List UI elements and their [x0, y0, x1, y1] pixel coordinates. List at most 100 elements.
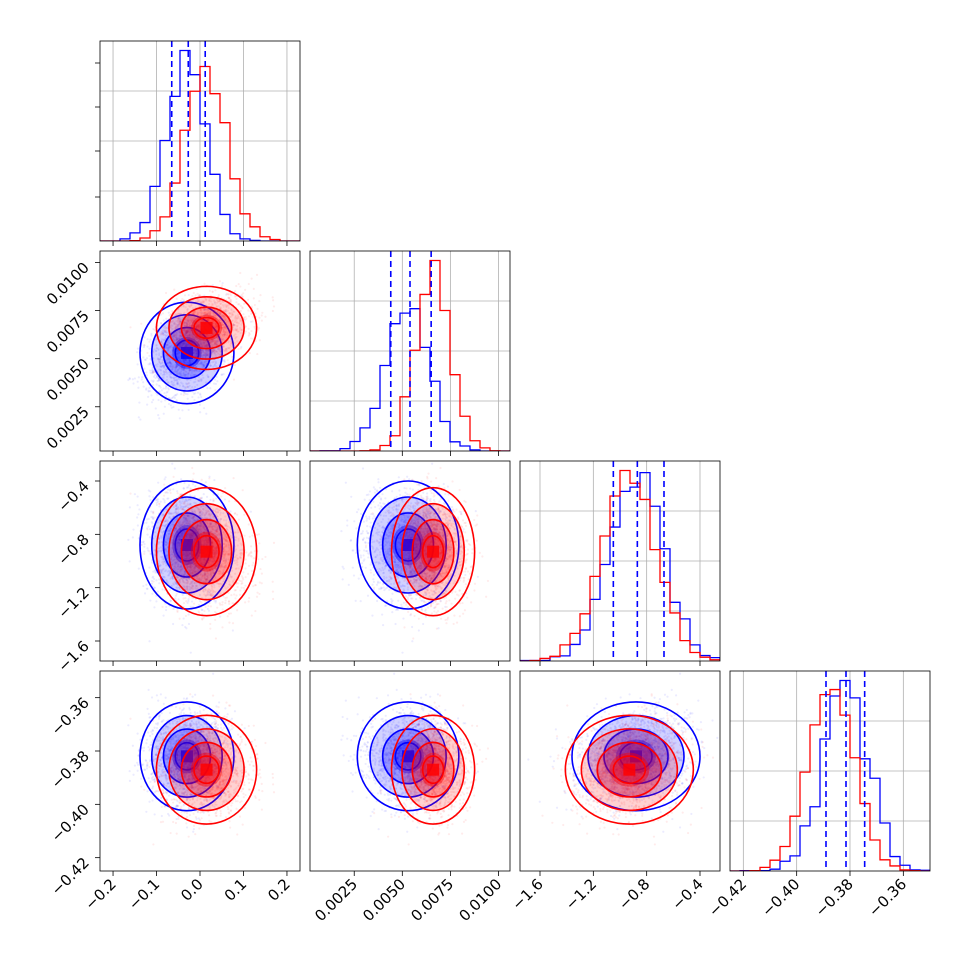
scatter-point: [180, 344, 184, 347]
scatter-point: [255, 273, 259, 276]
scatter-point: [207, 318, 210, 322]
scatter-point: [202, 338, 205, 341]
scatter-point: [271, 296, 274, 299]
scatter-point: [211, 304, 214, 307]
scatter-point: [155, 349, 158, 352]
scatter-point: [165, 331, 168, 334]
scatter-point: [158, 390, 161, 393]
scatter-point: [174, 370, 177, 373]
scatter-point: [200, 342, 203, 345]
scatter-point: [181, 409, 184, 412]
scatter-point: [173, 339, 176, 342]
scatter-point: [157, 414, 160, 417]
scatter-point: [170, 406, 173, 409]
scatter-point: [169, 404, 172, 407]
scatter-point: [221, 338, 224, 341]
scatter-point: [137, 416, 140, 419]
scatter-point: [179, 370, 183, 373]
scatter-point: [155, 600, 158, 603]
scatter-point: [191, 483, 195, 486]
scatter-point: [200, 334, 203, 337]
scatter-point: [160, 331, 163, 334]
scatter-point: [235, 321, 238, 324]
scatter-point: [198, 299, 201, 302]
scatter-point: [220, 300, 224, 303]
scatter-point: [189, 329, 192, 333]
scatter-point: [185, 324, 188, 328]
scatter-point: [210, 343, 213, 346]
scatter-point: [200, 301, 203, 304]
scatter-point: [216, 336, 219, 339]
scatter-point: [240, 293, 244, 296]
scatter-point: [154, 571, 157, 574]
scatter-point: [197, 603, 201, 606]
scatter-point: [182, 341, 185, 344]
scatter-point: [150, 394, 153, 397]
scatter-point: [176, 339, 180, 342]
scatter-point: [184, 344, 188, 347]
scatter-point: [204, 356, 207, 359]
scatter-point: [187, 320, 190, 323]
scatter-point: [196, 336, 199, 339]
scatter-point: [181, 367, 184, 370]
scatter-point: [223, 358, 226, 362]
scatter-point: [222, 300, 225, 303]
scatter-point: [159, 368, 162, 372]
scatter-point: [210, 319, 213, 322]
scatter-point: [214, 341, 217, 344]
scatter-point: [205, 312, 208, 315]
scatter-point: [184, 359, 187, 362]
scatter-point: [185, 385, 189, 388]
scatter-point: [184, 332, 187, 335]
scatter-point: [216, 348, 220, 351]
scatter-point: [137, 567, 140, 570]
scatter-point: [128, 560, 131, 563]
scatter-point: [188, 361, 192, 364]
scatter-point: [223, 310, 226, 313]
scatter-point: [198, 333, 202, 336]
scatter-point: [214, 325, 217, 328]
scatter-point: [159, 322, 162, 325]
scatter-point: [212, 360, 215, 363]
scatter-point: [222, 328, 226, 331]
scatter-point: [183, 386, 186, 389]
scatter-point: [236, 324, 239, 327]
scatter-point: [193, 385, 197, 389]
scatter-point: [195, 365, 198, 369]
scatter-point: [202, 338, 205, 341]
scatter-point: [232, 329, 235, 332]
scatter-point: [239, 285, 242, 288]
scatter-point: [194, 335, 197, 339]
scatter-point: [256, 307, 259, 310]
scatter-point: [145, 374, 149, 377]
scatter-point: [155, 383, 158, 386]
scatter-point: [247, 564, 251, 567]
scatter-point: [260, 582, 263, 585]
scatter-point: [136, 524, 139, 527]
scatter-point: [178, 340, 181, 343]
scatter-point: [157, 481, 160, 484]
scatter-point: [174, 378, 177, 382]
scatter-point: [166, 346, 169, 350]
scatter-point: [213, 301, 216, 304]
scatter-point: [201, 363, 205, 366]
scatter-point: [182, 341, 185, 345]
scatter-point: [216, 338, 220, 341]
scatter-point: [216, 336, 219, 339]
scatter-point: [196, 325, 200, 328]
scatter-point: [203, 364, 206, 367]
scatter-point: [236, 317, 240, 320]
scatter-point: [187, 327, 190, 331]
scatter-point: [153, 374, 157, 377]
scatter-point: [151, 384, 155, 387]
scatter-point: [155, 579, 158, 582]
scatter-point: [194, 306, 197, 309]
scatter-point: [205, 333, 208, 336]
scatter-point: [179, 319, 182, 322]
scatter-point: [196, 360, 200, 363]
scatter-point: [224, 330, 227, 334]
scatter-point: [214, 388, 217, 392]
scatter-point: [162, 333, 165, 336]
scatter-point: [162, 333, 165, 336]
scatter-point: [181, 593, 184, 597]
